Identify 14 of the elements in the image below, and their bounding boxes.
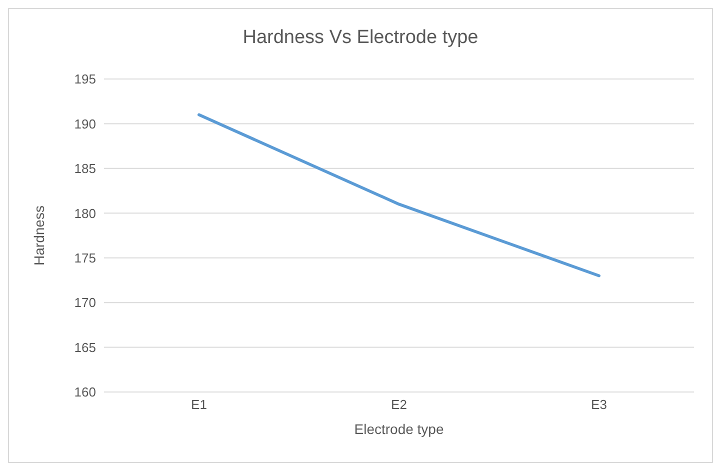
y-tick-label: 185 <box>74 161 96 176</box>
y-tick-label: 195 <box>74 72 96 87</box>
x-tick-label: E1 <box>191 397 207 412</box>
y-tick-label: 160 <box>74 384 96 400</box>
chart-title: Hardness Vs Electrode type <box>242 27 480 49</box>
x-tick-label: E3 <box>591 397 607 412</box>
y-tick-label: 180 <box>74 206 96 221</box>
x-axis-title: Electrode type <box>354 421 444 437</box>
y-tick-label: 170 <box>74 295 96 310</box>
y-tick-label: 190 <box>74 116 96 132</box>
y-axis-title: Hardness <box>30 206 47 266</box>
y-tick-label: 175 <box>74 250 96 266</box>
y-tick-label: 165 <box>74 340 96 355</box>
x-tick-label: E2 <box>391 397 407 412</box>
